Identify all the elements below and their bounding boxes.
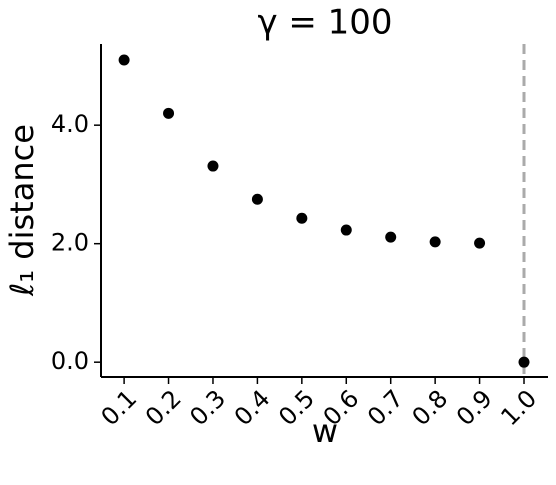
y-tick-label: 4.0 bbox=[51, 110, 89, 138]
point bbox=[429, 236, 441, 248]
point bbox=[251, 193, 263, 205]
point bbox=[385, 231, 397, 243]
x-tick-label: 0.4 bbox=[229, 384, 276, 431]
y-tick-label: 0.0 bbox=[51, 347, 89, 375]
x-tick-label: 1.0 bbox=[495, 384, 542, 431]
point bbox=[296, 212, 308, 224]
point bbox=[340, 224, 352, 236]
y-axis-label: ℓ₁ distance bbox=[3, 124, 41, 297]
point bbox=[518, 356, 530, 368]
x-tick-label: 0.9 bbox=[451, 384, 498, 431]
point bbox=[163, 107, 175, 119]
y-tick-label: 2.0 bbox=[51, 229, 89, 257]
x-tick-label: 0.7 bbox=[362, 384, 409, 431]
x-axis-label: w bbox=[312, 412, 338, 450]
x-tick-label: 0.3 bbox=[184, 384, 231, 431]
x-tick-label: 0.1 bbox=[96, 384, 143, 431]
chart-title: γ = 100 bbox=[257, 3, 392, 43]
x-tick-label: 0.2 bbox=[140, 384, 187, 431]
point bbox=[474, 237, 486, 249]
point bbox=[118, 54, 130, 66]
x-tick-label: 0.8 bbox=[407, 384, 454, 431]
point bbox=[207, 160, 219, 172]
